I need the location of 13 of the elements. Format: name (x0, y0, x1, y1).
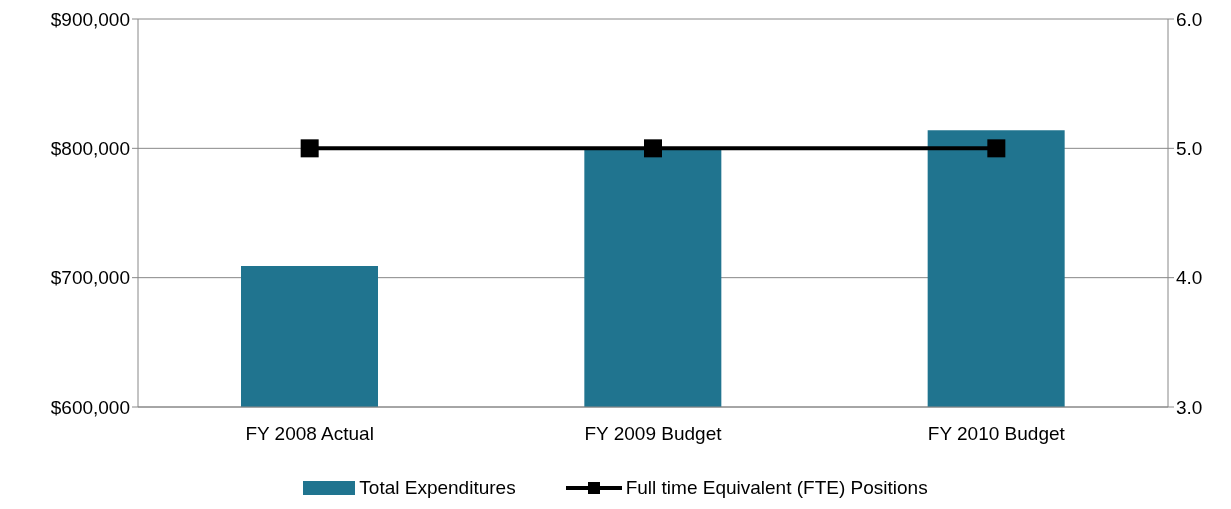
y2-tick-label: 4.0 (1176, 267, 1203, 289)
legend-label: Full time Equivalent (FTE) Positions (625, 477, 928, 499)
y2-tick-label: 3.0 (1176, 396, 1203, 418)
y-tick-label: $900,000 (50, 8, 130, 30)
y-tick-label: $700,000 (50, 267, 130, 289)
x-tick-label: FY 2010 Budget (927, 423, 1066, 445)
y2-tick-label: 5.0 (1176, 138, 1203, 160)
x-tick-label: FY 2008 Actual (245, 423, 374, 445)
legend-label: Total Expenditures (359, 477, 516, 499)
y-tick-label: $800,000 (50, 138, 130, 160)
x-tick-label: FY 2009 Budget (584, 423, 723, 445)
y2-tick-label: 6.0 (1176, 8, 1203, 30)
y-tick-label: $600,000 (50, 396, 130, 418)
